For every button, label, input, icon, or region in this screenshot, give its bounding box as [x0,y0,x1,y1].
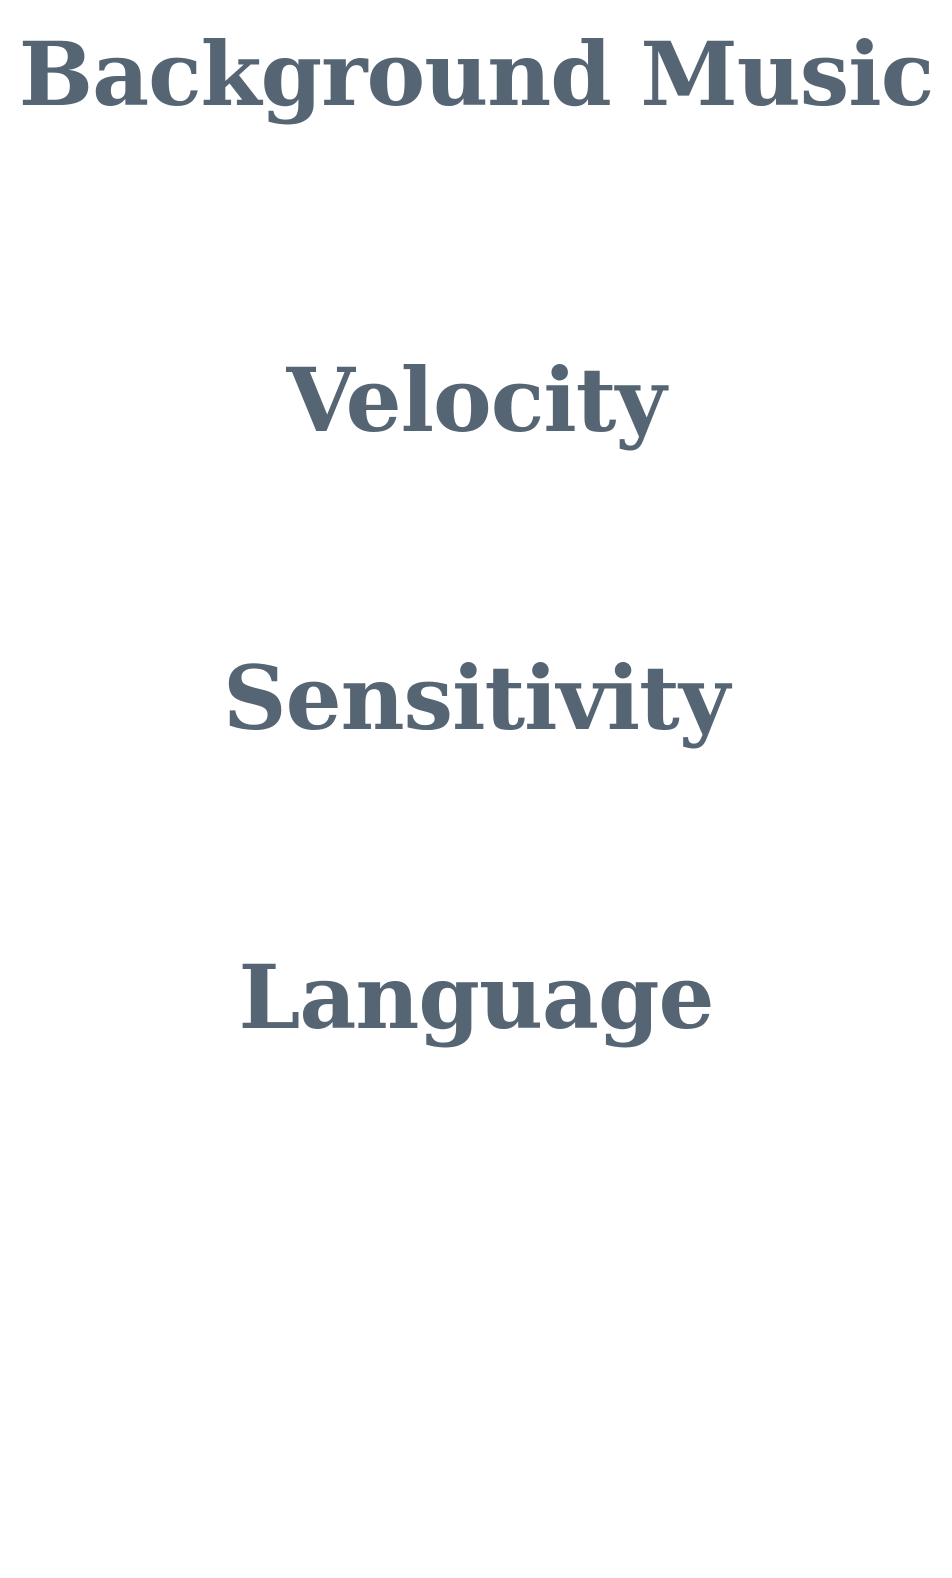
menu-item-velocity[interactable]: Velocity [286,348,666,452]
menu-item-language[interactable]: Language [238,945,715,1049]
menu-item-sensitivity[interactable]: Sensitivity [223,646,730,750]
menu-item-background-music[interactable]: Background Music [18,22,935,126]
